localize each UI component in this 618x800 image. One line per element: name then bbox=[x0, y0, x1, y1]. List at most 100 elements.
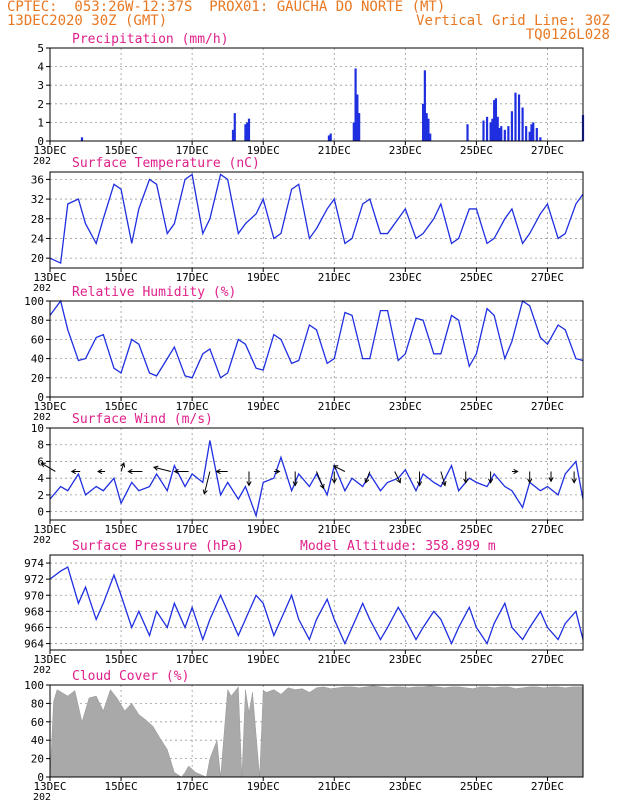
humidity-title: Relative Humidity (%) bbox=[72, 285, 236, 300]
precipitation-xtick-label: 27DEC bbox=[531, 144, 564, 157]
wind-arrow-head bbox=[396, 478, 401, 484]
precipitation-bar bbox=[233, 113, 236, 141]
wind-year-stub: 202 bbox=[33, 535, 51, 546]
precipitation-bar bbox=[247, 118, 251, 141]
wind-arrow-head bbox=[97, 468, 103, 475]
temperature-ytick-label: 36 bbox=[31, 173, 44, 186]
temperature-xtick-label: 27DEC bbox=[531, 271, 564, 284]
wind-arrow-head bbox=[292, 481, 298, 487]
wind-arrow-head bbox=[331, 478, 337, 484]
pressure-ytick-label: 974 bbox=[24, 557, 44, 570]
precipitation-xtick-label: 17DEC bbox=[176, 144, 209, 157]
cloud-xtick-label: 27DEC bbox=[531, 780, 564, 793]
wind-arrow-head bbox=[127, 468, 133, 475]
humidity-ytick-label: 0 bbox=[37, 391, 44, 404]
precipitation-bar bbox=[539, 137, 542, 141]
precipitation-ytick-label: 5 bbox=[37, 42, 44, 55]
wind-arrow-head bbox=[275, 468, 281, 475]
temperature-year-stub: 202 bbox=[33, 283, 51, 294]
wind-arrow-shaft bbox=[365, 471, 371, 483]
wind-ytick-label: 8 bbox=[37, 439, 44, 452]
temperature-xtick-label: 23DEC bbox=[389, 271, 422, 284]
wind-ytick-label: 4 bbox=[37, 472, 44, 485]
precipitation-xtick-label: 19DEC bbox=[247, 144, 280, 157]
cloud-ytick-label: 60 bbox=[31, 716, 44, 729]
wind-line bbox=[49, 440, 584, 519]
humidity-xtick-label: 27DEC bbox=[531, 400, 564, 413]
wind-arrow-shaft bbox=[153, 466, 171, 472]
wind-arrow-head bbox=[70, 468, 76, 475]
precipitation-bar bbox=[500, 126, 503, 141]
cloud-xtick-label: 19DEC bbox=[247, 780, 280, 793]
precipitation-bar bbox=[80, 137, 84, 141]
wind-title: Surface Wind (m/s) bbox=[72, 412, 213, 427]
cloud-ytick-label: 40 bbox=[31, 734, 44, 747]
precipitation-ytick-label: 1 bbox=[37, 116, 44, 129]
humidity-year-stub: 202 bbox=[33, 412, 51, 423]
precipitation-bar bbox=[517, 94, 521, 141]
wind-xtick-label: 19DEC bbox=[247, 523, 280, 536]
precipitation-year-stub: 202 bbox=[33, 156, 51, 167]
humidity-ytick-label: 80 bbox=[31, 314, 44, 327]
precipitation-bar bbox=[358, 113, 361, 141]
wind-xtick-label: 21DEC bbox=[318, 523, 351, 536]
cloud-area bbox=[49, 685, 584, 778]
precipitation-bar bbox=[530, 124, 533, 141]
pressure-xtick-label: 13DEC bbox=[33, 653, 66, 666]
wind-xtick-label: 27DEC bbox=[531, 523, 564, 536]
precipitation-bar bbox=[525, 126, 528, 141]
wind-arrow-head bbox=[548, 477, 554, 483]
humidity-xtick-label: 17DEC bbox=[176, 400, 209, 413]
precipitation-bar bbox=[246, 122, 249, 141]
wind-frame bbox=[49, 427, 584, 521]
temperature-xtick-label: 21DEC bbox=[318, 271, 351, 284]
precipitation-ytick-label: 4 bbox=[37, 61, 44, 74]
temperature-line bbox=[49, 173, 584, 265]
wind-arrow-head bbox=[319, 483, 325, 490]
precipitation-bar bbox=[352, 122, 355, 141]
wind-arrow-head bbox=[513, 468, 519, 475]
wind-arrow-head bbox=[364, 478, 370, 484]
precipitation-bar bbox=[514, 92, 517, 141]
header-grid-note: Vertical Grid Line: 30Z bbox=[416, 13, 610, 29]
temperature-xtick-label: 17DEC bbox=[176, 271, 209, 284]
humidity-xtick-label: 21DEC bbox=[318, 400, 351, 413]
temperature-xtick-label: 13DEC bbox=[33, 271, 66, 284]
wind-arrow-shaft bbox=[120, 462, 125, 472]
temperature-xtick-label: 25DEC bbox=[460, 271, 493, 284]
wind-ytick-label: 2 bbox=[37, 489, 44, 502]
pressure-annotation: Model Altitude: 358.899 m bbox=[300, 539, 496, 554]
precipitation-bar bbox=[485, 116, 489, 141]
humidity-xtick-label: 23DEC bbox=[389, 400, 422, 413]
wind-ytick-label: 10 bbox=[31, 422, 44, 435]
cloud-xtick-label: 21DEC bbox=[318, 780, 351, 793]
cloud-ytick-label: 100 bbox=[24, 679, 44, 692]
pressure-year-stub: 202 bbox=[33, 665, 51, 676]
precipitation-bar bbox=[329, 133, 332, 141]
pressure-xtick-label: 23DEC bbox=[389, 653, 422, 666]
wind-arrow-shaft bbox=[440, 471, 446, 486]
cloud-xtick-label: 13DEC bbox=[33, 780, 66, 793]
pressure-ytick-label: 964 bbox=[24, 638, 44, 651]
wind-arrow-head bbox=[332, 465, 339, 470]
precipitation-ytick-label: 2 bbox=[37, 98, 44, 111]
wind-arrow-head bbox=[40, 462, 46, 468]
precipitation-bar bbox=[244, 124, 247, 141]
precipitation-bar bbox=[491, 118, 494, 141]
cloud-title: Cloud Cover (%) bbox=[72, 669, 189, 684]
wind-ytick-label: 6 bbox=[37, 455, 44, 468]
humidity-ytick-label: 20 bbox=[31, 372, 44, 385]
precipitation-bar bbox=[354, 68, 357, 141]
precipitation-xtick-label: 21DEC bbox=[318, 144, 351, 157]
wind-arrow-head bbox=[153, 465, 159, 471]
wind-xtick-label: 23DEC bbox=[389, 523, 422, 536]
temperature-ytick-label: 28 bbox=[31, 213, 44, 226]
wind-xtick-label: 25DEC bbox=[460, 523, 493, 536]
pressure-xtick-label: 25DEC bbox=[460, 653, 493, 666]
wind-arrow-shaft bbox=[394, 471, 401, 483]
temperature-ytick-label: 24 bbox=[31, 232, 45, 245]
precipitation-ytick-label: 0 bbox=[37, 135, 44, 148]
precipitation-bar bbox=[466, 124, 469, 141]
wind-arrow-head bbox=[488, 478, 494, 484]
